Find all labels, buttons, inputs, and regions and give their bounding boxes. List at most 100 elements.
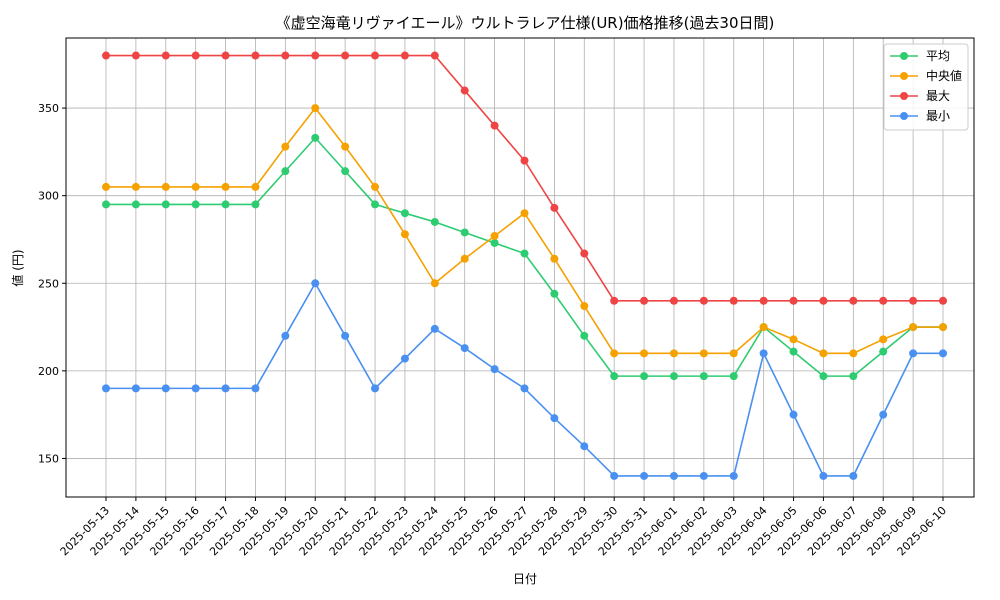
data-point	[341, 331, 350, 340]
legend-marker	[900, 92, 908, 100]
data-point	[580, 331, 589, 340]
data-point	[849, 296, 858, 305]
data-point	[430, 279, 439, 288]
data-point	[939, 349, 947, 358]
data-point	[789, 410, 798, 419]
data-point	[221, 384, 230, 393]
data-point	[640, 372, 649, 381]
y-tick-label: 150	[38, 452, 59, 465]
data-point	[460, 344, 469, 353]
data-point	[699, 471, 708, 480]
data-point	[729, 296, 738, 305]
data-point	[161, 51, 170, 60]
data-point	[669, 296, 678, 305]
legend-label: 最大	[926, 89, 950, 103]
data-point	[131, 182, 140, 191]
data-point	[191, 200, 200, 209]
data-point	[789, 347, 798, 356]
data-point	[669, 471, 678, 480]
data-point	[102, 384, 110, 393]
data-point	[221, 200, 230, 209]
data-point	[191, 182, 200, 191]
series-2	[102, 51, 947, 305]
data-point	[729, 349, 738, 358]
data-point	[909, 349, 918, 358]
data-point	[640, 296, 649, 305]
data-point	[669, 372, 678, 381]
data-point	[430, 217, 439, 226]
data-point	[580, 442, 589, 451]
y-tick-label: 350	[38, 102, 59, 115]
data-point	[341, 51, 350, 60]
series-layer	[102, 51, 947, 480]
data-point	[311, 104, 320, 113]
data-point	[849, 349, 858, 358]
y-axis-label: 値 (円)	[10, 249, 25, 286]
data-point	[939, 323, 947, 332]
data-point	[102, 182, 110, 191]
data-point	[490, 365, 499, 374]
data-point	[879, 296, 888, 305]
data-point	[400, 209, 409, 218]
data-point	[610, 471, 619, 480]
data-point	[550, 254, 559, 263]
data-point	[759, 296, 768, 305]
data-point	[550, 289, 559, 298]
data-point	[311, 51, 320, 60]
data-point	[640, 349, 649, 358]
data-point	[819, 349, 828, 358]
data-point	[281, 167, 290, 176]
data-point	[909, 323, 918, 332]
legend-box	[883, 43, 969, 131]
data-point	[191, 384, 200, 393]
legend-marker	[900, 112, 908, 120]
data-point	[371, 51, 380, 60]
data-point	[311, 133, 320, 142]
data-point	[789, 335, 798, 344]
data-point	[520, 249, 529, 258]
data-point	[251, 182, 260, 191]
data-point	[610, 296, 619, 305]
data-point	[580, 249, 589, 258]
y-axis: 150 200 250 300 350	[38, 102, 66, 465]
x-axis: 2025-05-132025-05-142025-05-152025-05-16…	[58, 497, 949, 558]
data-point	[281, 51, 290, 60]
series-0	[102, 133, 947, 381]
data-point	[161, 384, 170, 393]
data-point	[819, 372, 828, 381]
plot-frame	[65, 37, 975, 498]
series-3	[102, 279, 947, 480]
series-1	[102, 104, 947, 358]
data-point	[251, 51, 260, 60]
data-point	[699, 372, 708, 381]
data-point	[879, 335, 888, 344]
data-point	[430, 324, 439, 333]
data-point	[460, 86, 469, 95]
data-point	[400, 230, 409, 239]
data-point	[400, 51, 409, 60]
data-point	[281, 331, 290, 340]
data-point	[759, 349, 768, 358]
data-point	[819, 471, 828, 480]
data-point	[610, 372, 619, 381]
data-point	[759, 323, 768, 332]
data-point	[849, 471, 858, 480]
data-point	[939, 296, 947, 305]
y-tick-label: 250	[38, 277, 59, 290]
legend-label: 最小	[926, 109, 950, 123]
data-point	[669, 349, 678, 358]
y-tick-label: 300	[38, 190, 59, 203]
y-tick-label: 200	[38, 365, 59, 378]
data-point	[251, 384, 260, 393]
chart-title: 《虚空海竜リヴァイエール》ウルトラレア仕様(UR)価格推移(過去30日間)	[276, 14, 775, 32]
data-point	[161, 182, 170, 191]
data-point	[430, 51, 439, 60]
data-point	[729, 471, 738, 480]
data-point	[371, 182, 380, 191]
data-point	[460, 254, 469, 263]
data-point	[281, 142, 290, 151]
data-point	[102, 51, 110, 60]
legend-marker	[900, 52, 908, 60]
